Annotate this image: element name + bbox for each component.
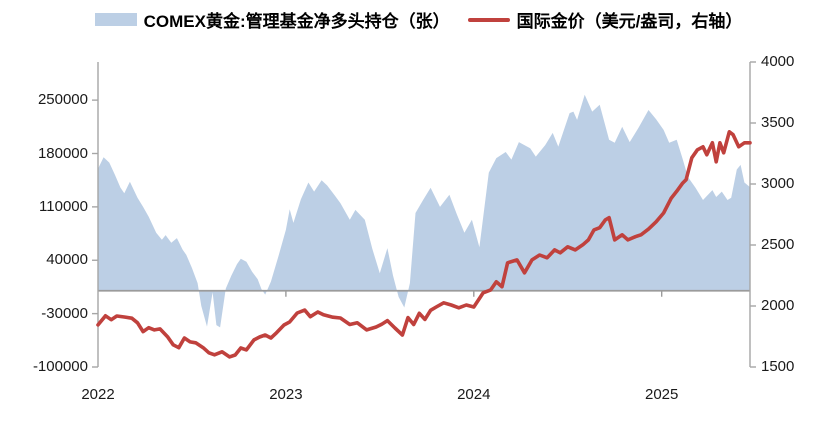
gold-price-line-series (96, 130, 752, 359)
y-right-tick-label: 3000 (761, 175, 795, 192)
y-right-tick-label: 4000 (761, 53, 795, 70)
x-axis-year-label: 2024 (457, 386, 491, 403)
chart-legend: COMEX黄金:管理基金净多头持仓（张） 国际金价（美元/盎司，右轴） (0, 7, 837, 32)
y-right-tick-label: 1500 (761, 358, 795, 375)
y-left-tick-label: 110000 (39, 197, 88, 215)
line-swatch-icon (467, 17, 510, 22)
y-left-tick-label: 180000 (37, 144, 88, 162)
legend-item-gold-price: 国际金价（美元/盎司，右轴） (467, 7, 743, 32)
x-axis-year-label: 2022 (81, 386, 115, 403)
y-right-tick-label: 2500 (761, 236, 795, 253)
legend-label-net-long: COMEX黄金:管理基金净多头持仓（张） (143, 12, 450, 31)
y-left-tick-label: 250000 (37, 91, 88, 109)
net-long-area-series (98, 94, 750, 328)
x-axis-year-label: 2025 (645, 386, 679, 403)
legend-label-gold-price: 国际金价（美元/盎司，右轴） (516, 12, 743, 31)
y-right-tick-label: 3500 (761, 114, 795, 131)
legend-item-net-long: COMEX黄金:管理基金净多头持仓（张） (94, 7, 450, 32)
y-left-tick-label: -30000 (41, 304, 88, 322)
area-swatch-icon (94, 13, 137, 26)
y-left-tick-label: 40000 (46, 251, 88, 269)
x-axis-year-label: 2023 (269, 386, 303, 403)
y-left-tick-label: -100000 (32, 358, 88, 375)
y-right-tick-label: 2000 (761, 297, 795, 314)
